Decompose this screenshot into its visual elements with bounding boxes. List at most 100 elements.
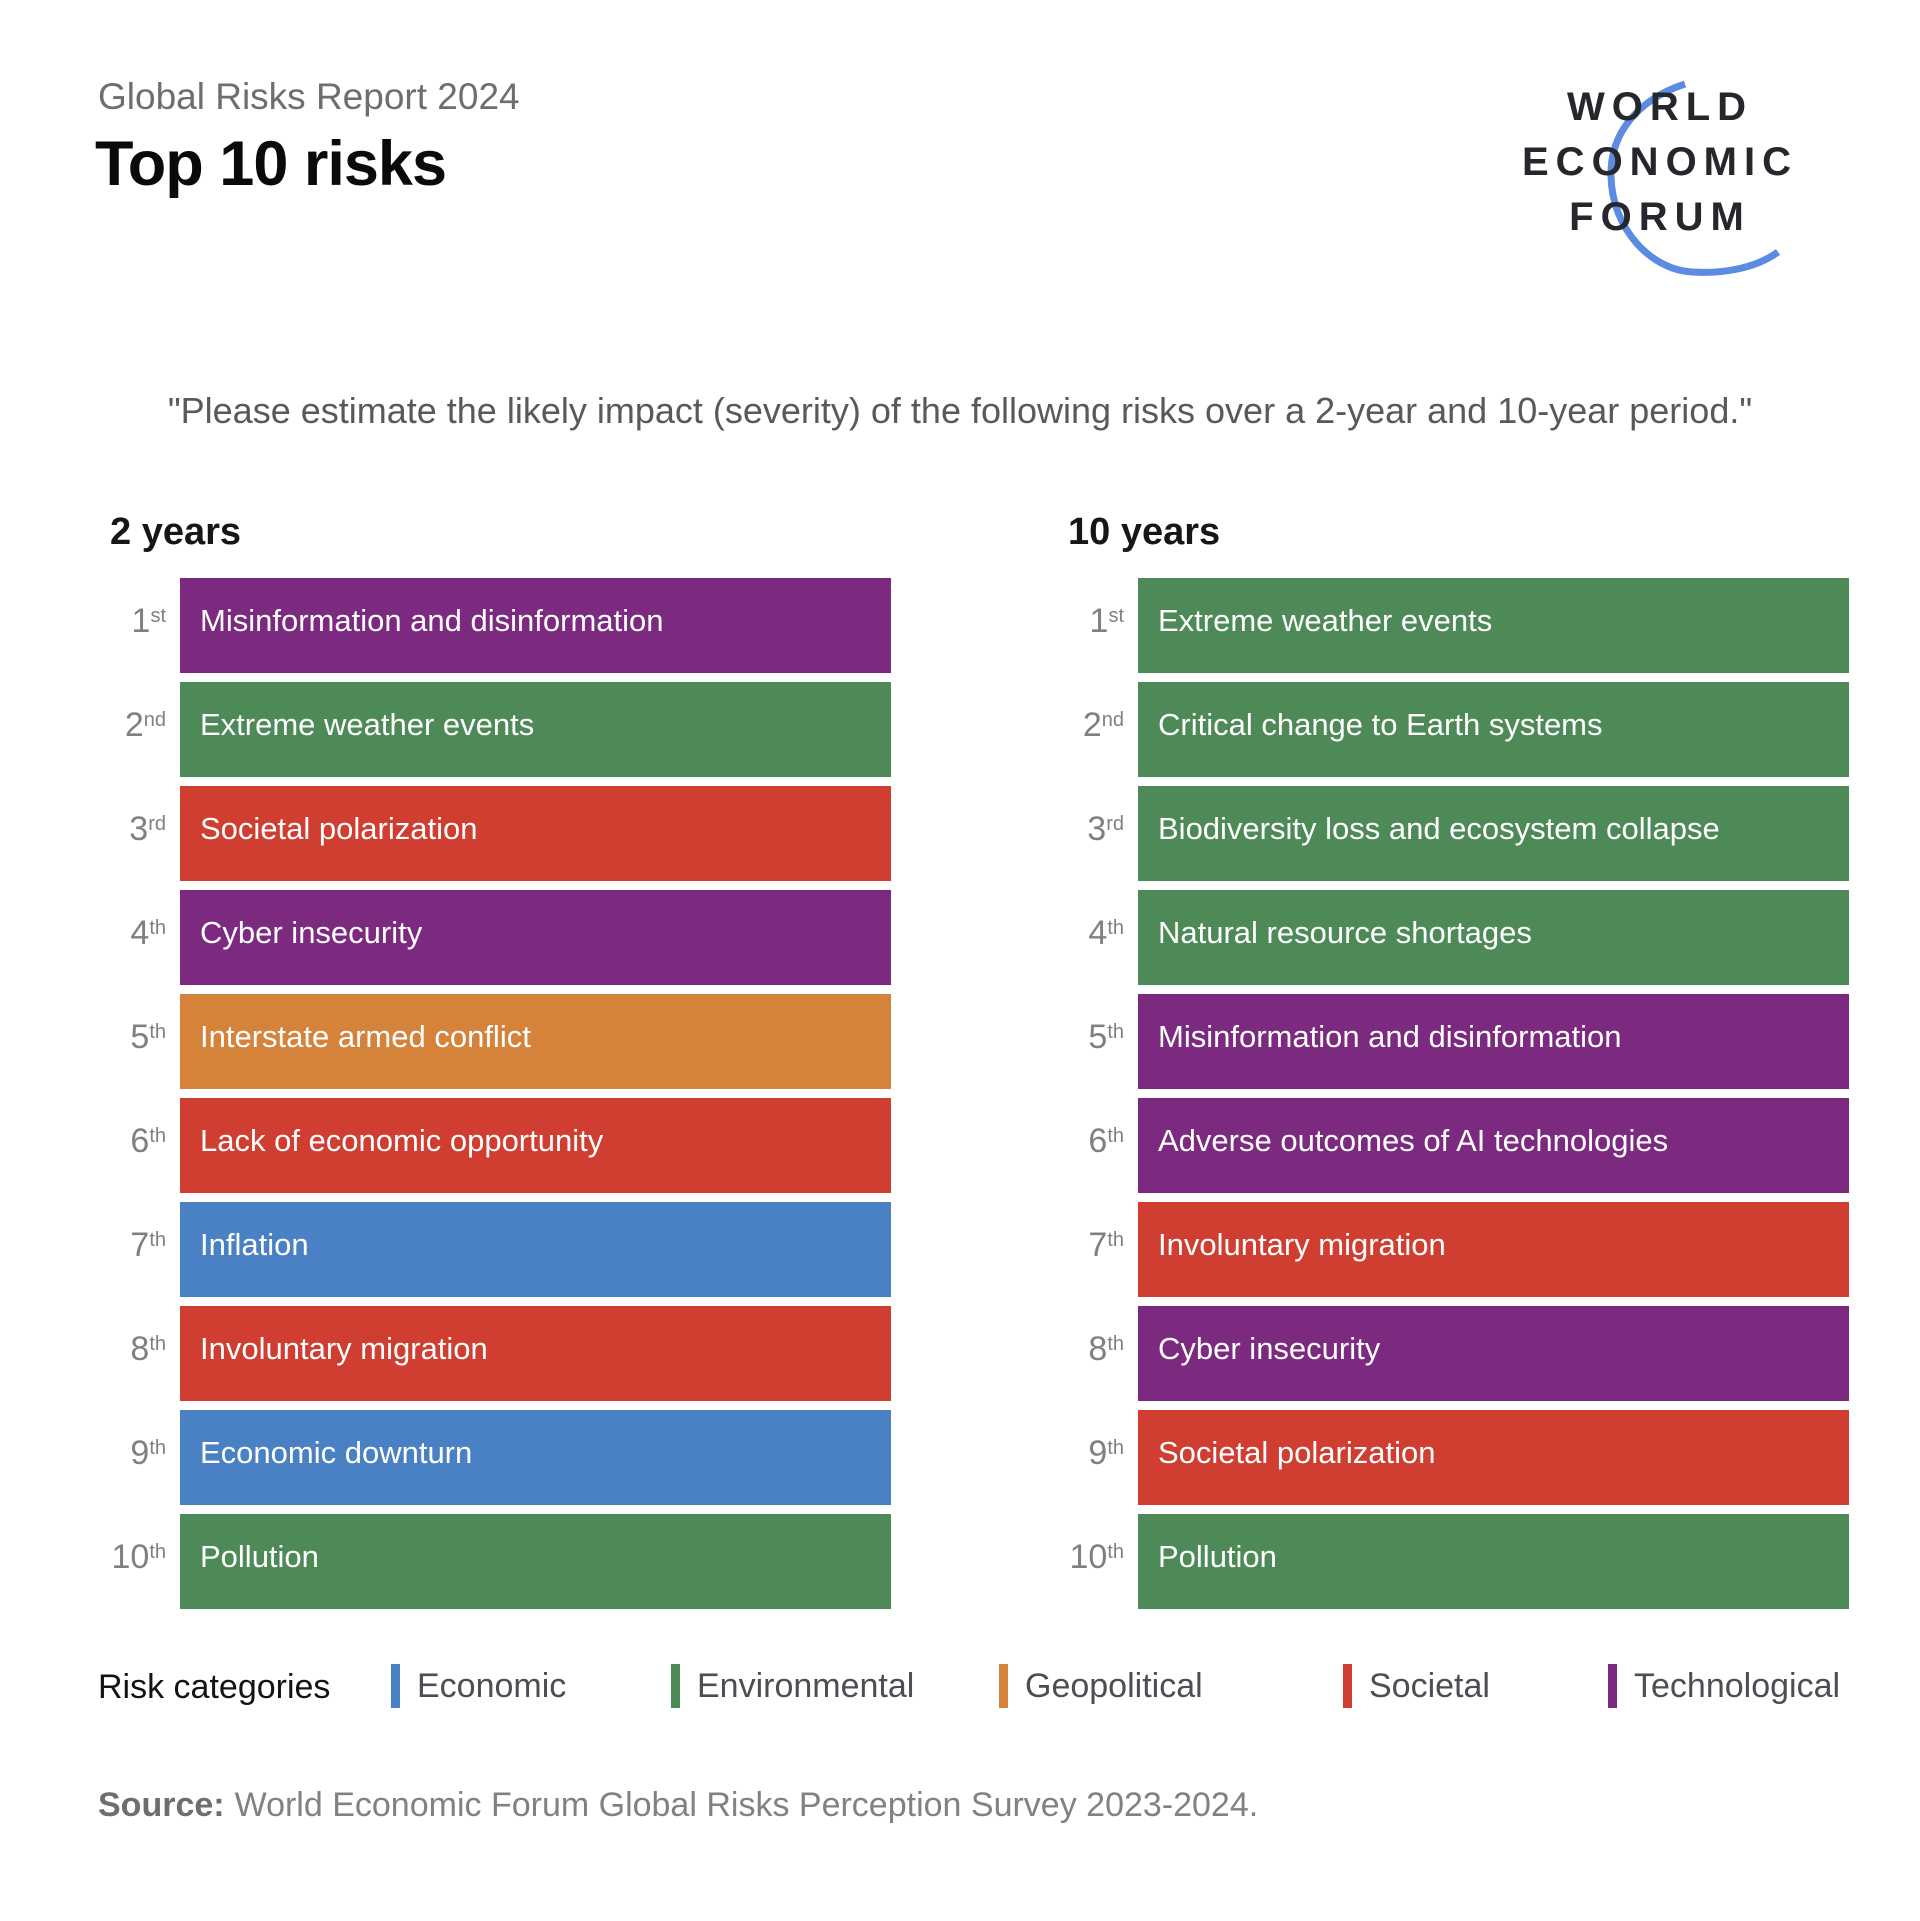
risk-label: Misinformation and disinformation [200,603,664,638]
column-title-2-years: 2 years [110,511,242,553]
risk-bar: Economic downturn [180,1410,891,1505]
rank-number: 2 [124,706,144,744]
risk-bar: Inflation [180,1202,891,1297]
risk-label: Inflation [200,1227,309,1262]
legend-label: Economic [417,1666,567,1705]
risk-row: 7th Involuntary migration [1056,1202,1849,1297]
risk-row: 9th Economic downturn [98,1410,891,1505]
risk-row: 3rd Societal polarization [98,786,891,881]
risk-row: 5th Misinformation and disinformation [1056,994,1849,1089]
risk-bar: Misinformation and disinformation [1138,994,1849,1089]
risk-row: 10th Pollution [98,1514,891,1609]
rank-suffix: th [1107,1436,1124,1459]
risk-label: Cyber insecurity [1158,1331,1381,1366]
legend-title: Risk categories [98,1668,331,1706]
risk-bar: Biodiversity loss and ecosystem collapse [1138,786,1849,881]
risk-label: Cyber insecurity [200,915,423,950]
source-line: Source: World Economic Forum Global Risks… [98,1786,1258,1825]
risk-label: Adverse outcomes of AI technologies [1158,1123,1669,1158]
risk-row: 10th Pollution [1056,1514,1849,1609]
legend-label: Geopolitical [1025,1666,1203,1705]
risk-row: 3rd Biodiversity loss and ecosystem coll… [1056,786,1849,881]
rank-label: 6th [1056,1098,1124,1193]
legend-label: Societal [1369,1666,1490,1705]
risk-label: Interstate armed conflict [200,1019,531,1054]
risk-label: Biodiversity loss and ecosystem collapse [1158,811,1720,846]
rank-number: 1 [131,602,151,640]
rank-suffix: th [149,916,166,939]
risk-bar: Lack of economic opportunity [180,1098,891,1193]
rank-label: 7th [98,1202,166,1297]
rank-suffix: th [1107,1228,1124,1251]
rank-label: 2nd [1056,682,1124,777]
risk-label: Extreme weather events [1158,603,1493,638]
geopolitical-swatch-icon [999,1664,1008,1708]
rank-label: 5th [98,994,166,1089]
rank-suffix: th [149,1020,166,1043]
risk-label: Pollution [1158,1539,1277,1574]
risk-label: Involuntary migration [1158,1227,1446,1262]
rank-label: 4th [98,890,166,985]
legend-item-environmental: Environmental [671,1663,914,1709]
rank-suffix: th [1107,1124,1124,1147]
risk-label: Economic downturn [200,1435,473,1470]
risk-row: 9th Societal polarization [1056,1410,1849,1505]
rank-label: 1st [1056,578,1124,673]
risk-row: 8th Cyber insecurity [1056,1306,1849,1401]
rank-suffix: st [1108,604,1124,627]
legend-label: Environmental [697,1666,915,1705]
rank-label: 10th [1056,1514,1124,1609]
rank-suffix: nd [1101,708,1124,731]
rank-number: 3 [129,810,149,848]
risk-label: Natural resource shortages [1158,915,1532,950]
rank-label: 10th [98,1514,166,1609]
environmental-swatch-icon [671,1664,680,1708]
risk-bar: Societal polarization [180,786,891,881]
risk-label: Misinformation and disinformation [1158,1019,1622,1054]
legend-item-geopolitical: Geopolitical [999,1663,1203,1709]
rank-number: 2 [1082,706,1102,744]
risk-row: 6th Lack of economic opportunity [98,1098,891,1193]
rank-label: 1st [98,578,166,673]
risk-bar: Involuntary migration [1138,1202,1849,1297]
technological-swatch-icon [1608,1664,1617,1708]
rank-number: 4 [130,914,150,952]
rank-suffix: nd [143,708,166,731]
rank-number: 3 [1087,810,1107,848]
risk-bar: Misinformation and disinformation [180,578,891,673]
risk-label: Extreme weather events [200,707,535,742]
rank-suffix: th [1107,1332,1124,1355]
rank-label: 3rd [98,786,166,881]
rank-label: 3rd [1056,786,1124,881]
rank-number: 5 [130,1018,150,1056]
risk-bar: Natural resource shortages [1138,890,1849,985]
wef-logo-arc-canvas [1607,80,1781,276]
risk-bar: Societal polarization [1138,1410,1849,1505]
risk-row: 5th Interstate armed conflict [98,994,891,1089]
risk-bar: Cyber insecurity [180,890,891,985]
rank-suffix: th [149,1436,166,1459]
column-title-10-years: 10 years [1068,511,1221,553]
risk-bar: Pollution [180,1514,891,1609]
risk-label: Societal polarization [200,811,478,846]
logo-line-1: WORLD [1566,85,1754,129]
rank-label: 5th [1056,994,1124,1089]
rank-number: 1 [1089,602,1109,640]
rank-suffix: th [1107,1020,1124,1043]
rank-label: 9th [1056,1410,1124,1505]
risk-bar: Extreme weather events [1138,578,1849,673]
logo-arc-icon [1607,80,1781,276]
rank-label: 6th [98,1098,166,1193]
rank-suffix: th [1107,916,1124,939]
risk-bar: Pollution [1138,1514,1849,1609]
economic-swatch-icon [391,1664,400,1708]
rank-suffix: th [149,1124,166,1147]
risk-label: Involuntary migration [200,1331,488,1366]
rank-suffix: th [149,1228,166,1251]
page-title: Top 10 risks [95,129,447,199]
rank-number: 7 [1088,1226,1108,1264]
rank-number: 9 [1088,1434,1108,1472]
risk-label: Lack of economic opportunity [200,1123,604,1158]
rank-suffix: th [1107,1540,1124,1563]
legend-item-societal: Societal [1343,1663,1490,1709]
